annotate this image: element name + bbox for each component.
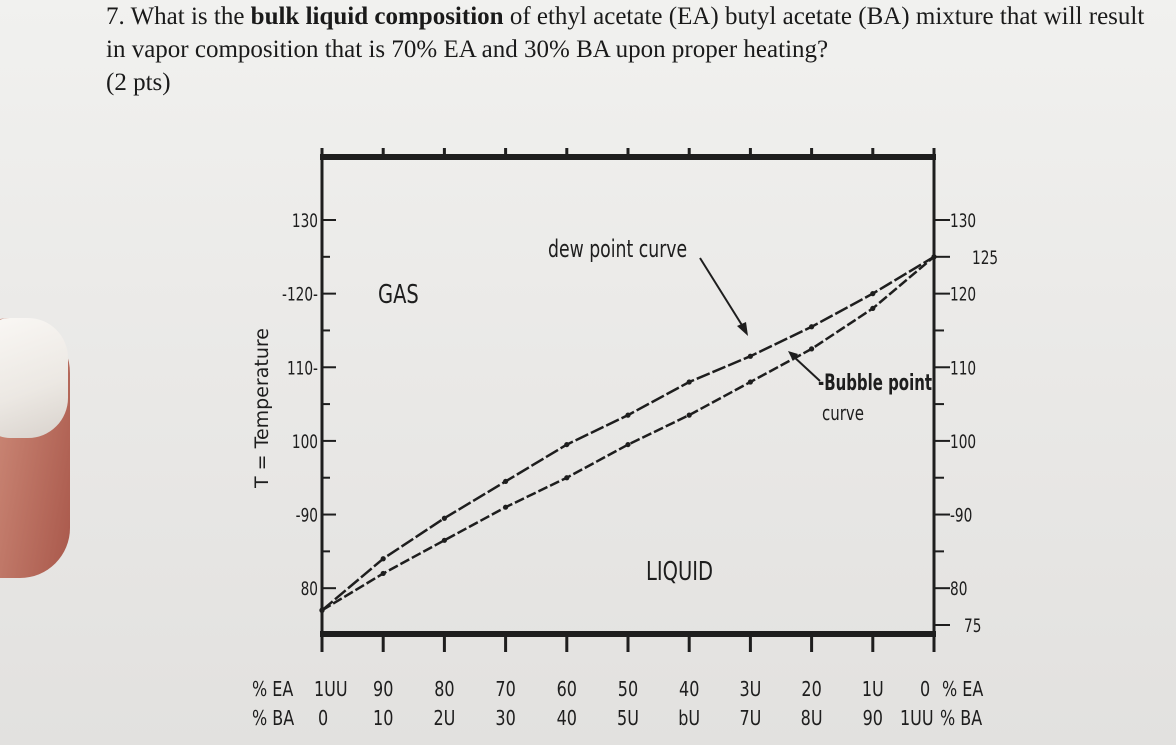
bubble-point-curve-point <box>931 254 937 260</box>
dew-point-curve-point <box>747 353 754 359</box>
question-text: 7. What is the bulk liquid composition o… <box>106 0 1156 99</box>
curves-layer <box>319 254 937 613</box>
question-bold: bulk liquid composition <box>250 3 504 30</box>
bubble-point-annotation: -Bubble point <box>818 371 932 396</box>
dew-point-curve-point <box>625 412 631 418</box>
x-tick-label-ba: 1UU <box>900 707 934 730</box>
x-axis-label-ea-right: % EA <box>942 678 984 701</box>
left-y-tick-label: -120- <box>282 283 318 305</box>
x-tick-label-ea: 1UU <box>314 678 348 701</box>
x-tick-label-ea: 0 <box>920 678 930 701</box>
x-tick-label-ea: 40 <box>679 678 699 701</box>
dew-point-curve-point <box>686 379 692 385</box>
gas-region-label: GAS <box>378 280 419 309</box>
x-tick-label-ea: 50 <box>618 678 638 701</box>
right-y-tick-label: 80 <box>950 578 967 600</box>
right-y-tick-label: 110 <box>950 357 976 379</box>
x-tick-label-ba: 10 <box>373 707 393 730</box>
x-tick-label-ba: 5U <box>617 707 639 730</box>
dew-point-curve-point <box>503 478 509 485</box>
x-tick-label-ba: bU <box>678 707 700 730</box>
x-tick-label-ea: 20 <box>801 678 821 701</box>
left-y-tick-label: 130 <box>292 210 318 232</box>
x-tick-label-ea: 3U <box>739 678 761 701</box>
x-tick-label-ea: 1U <box>862 678 884 701</box>
x-tick-label-ea: 70 <box>495 678 515 701</box>
dew-point-curve-point <box>380 556 386 562</box>
fingernail <box>0 318 68 438</box>
bubble-point-curve <box>321 255 935 612</box>
bubble-point-curve-point <box>441 537 447 543</box>
dew-point-annotation: dew point curve <box>548 235 687 263</box>
right-y-tick-label: 75 <box>964 615 981 637</box>
question-part2: of ethyl acetate (EA) butyl acetate (BA)… <box>106 3 1145 63</box>
bubble-point-curve-point <box>319 607 325 613</box>
question-part1: What is the <box>130 3 245 30</box>
bubble-point-curve-point <box>809 346 815 352</box>
x-tick-label-ba: 30 <box>495 707 515 730</box>
bubble-point-curve-point <box>747 379 754 385</box>
x-tick-label-ea: 80 <box>434 678 454 701</box>
dew-arrow <box>699 257 746 331</box>
left-y-tick-label: -90 <box>296 504 318 526</box>
x-tick-label-ba: 90 <box>863 707 883 730</box>
left-y-tick-label: 110- <box>287 357 318 379</box>
right-y-tick-label: -90 <box>950 504 972 526</box>
dew-arrowhead <box>737 322 748 336</box>
bubble-point-curve-point <box>625 441 631 448</box>
dew-point-curve-point <box>564 441 570 448</box>
x-tick-label-ea: 60 <box>557 678 577 701</box>
bubble-point-curve-point <box>564 475 570 481</box>
x-tick-label-ea: 90 <box>373 678 393 701</box>
left-y-tick-label: 100 <box>292 431 318 453</box>
x-tick-label-ba: 8U <box>801 707 823 730</box>
x-tick-label-ba: 40 <box>557 707 577 730</box>
y-axis-title: T = Temperature <box>251 328 273 489</box>
dew-point-curve-point <box>809 324 815 330</box>
x-tick-label-ba: 2U <box>433 707 455 730</box>
x-tick-label-ba: 0 <box>318 707 328 730</box>
left-y-tick-label: 80 <box>301 578 318 600</box>
dew-point-curve-point <box>870 291 876 297</box>
bubble-arrow <box>792 355 821 382</box>
bubble-point-curve-point <box>503 504 509 510</box>
bubble-point-curve-point <box>870 305 876 311</box>
bubble-arrowhead <box>788 351 798 361</box>
right-y-tick-label: 125 <box>972 247 998 269</box>
x-tick-label-ba: 7U <box>739 707 761 730</box>
bubble-point-curve-point <box>380 570 386 577</box>
right-y-tick-label: 120 <box>950 283 976 305</box>
question-points: (2 pts) <box>106 69 171 96</box>
ticks-layer: 90 10 80 2U 70 30 60 40 50 5U 40 bU 3U 7U 20 8U 1U 90 1UU 0… <box>282 148 998 731</box>
question-number: 7. <box>106 3 125 30</box>
right-y-tick-label: 100 <box>950 431 976 453</box>
bubble-point-curve-point <box>686 412 692 418</box>
dew-point-curve-point <box>441 515 447 521</box>
x-axis-label-ba-right: % BA <box>940 707 983 730</box>
right-y-tick-label: 130 <box>950 210 976 232</box>
x-axis-label-ba: % BA <box>252 707 295 730</box>
x-axis-label-ea: % EA <box>252 678 294 701</box>
liquid-region-label: LIQUID <box>646 557 713 586</box>
bubble-point-annotation-2: curve <box>822 403 864 426</box>
